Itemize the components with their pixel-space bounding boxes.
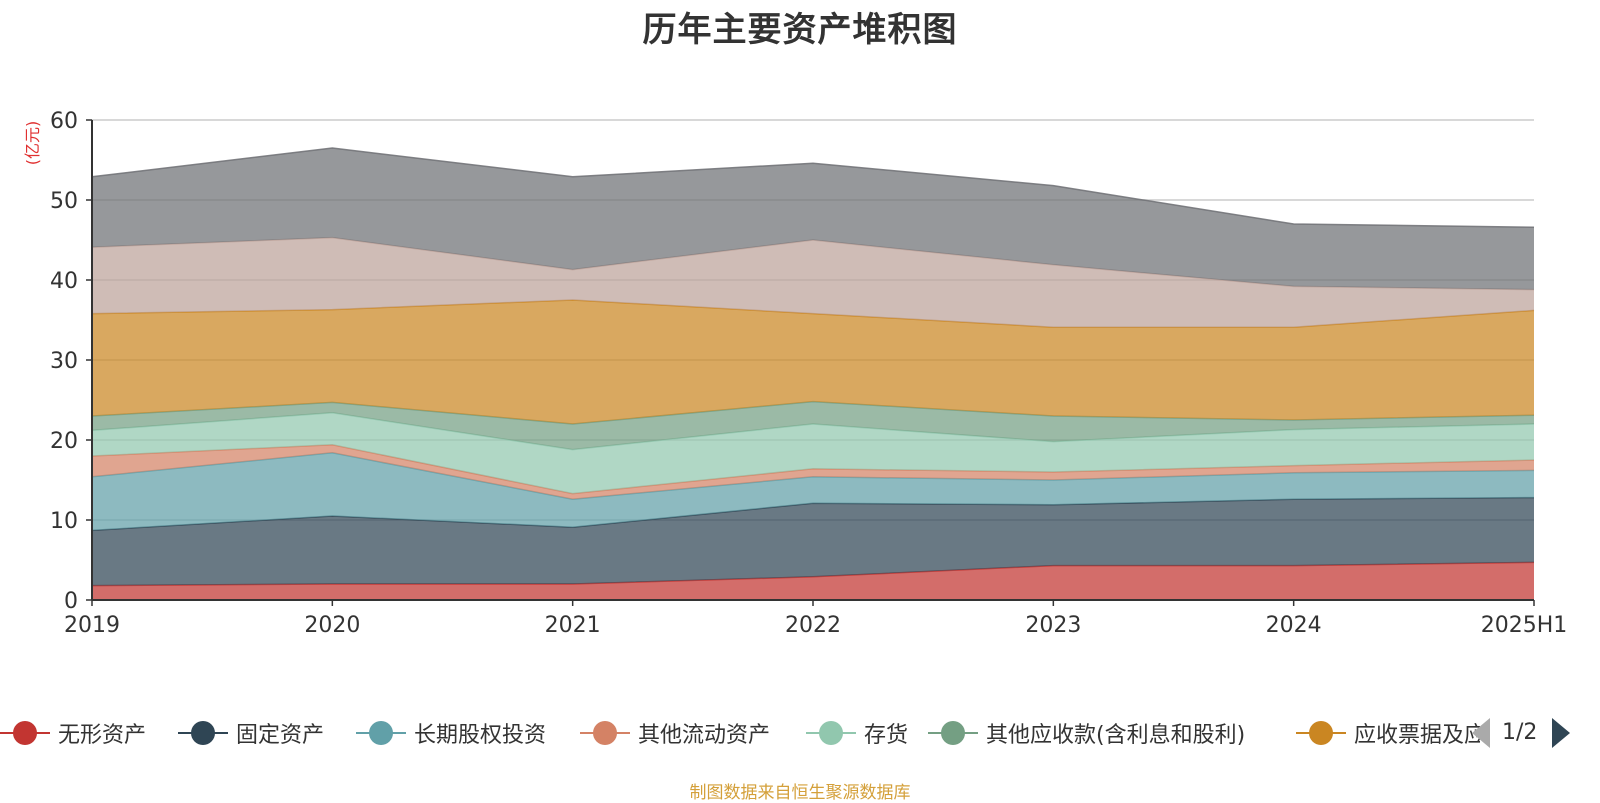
area-series-4 xyxy=(92,444,1534,500)
legend-marker-icon xyxy=(928,715,978,751)
stacked-areas xyxy=(91,147,1535,600)
legend-marker-dot xyxy=(13,721,37,745)
axes: 0 10 20 30 40 50 60 2019 2020 2021 2022 2023 2024 202… xyxy=(50,109,1567,638)
legend-label: 其他应收款(含利息和股利) xyxy=(986,723,1246,748)
legend-marker-dot xyxy=(1309,721,1333,745)
y-tick-label: 30 xyxy=(50,349,78,374)
legend-marker-icon xyxy=(178,715,228,751)
y-tick-label: 60 xyxy=(50,109,78,134)
legend-marker-icon xyxy=(580,715,630,751)
legend-pager: 1/2 xyxy=(1472,715,1600,751)
legend-item[interactable]: 存货 xyxy=(806,715,908,751)
legend-label: 固定资产 xyxy=(236,723,325,748)
y-tick-label: 0 xyxy=(64,589,78,614)
area-series-7 xyxy=(92,300,1534,424)
x-tick-label: 2024 xyxy=(1266,613,1322,638)
area-line-series-9 xyxy=(91,147,1535,228)
legend-marker-icon xyxy=(1296,715,1346,751)
legend-marker-dot xyxy=(369,721,393,745)
legend-label: 应收票据及应收账款 xyxy=(1354,723,1480,748)
x-tick-label: 2021 xyxy=(545,613,601,638)
legend-item[interactable]: 无形资产 xyxy=(0,715,146,751)
legend-label: 无形资产 xyxy=(58,723,147,748)
legend-marker-dot xyxy=(819,721,843,745)
legend-marker-icon xyxy=(806,715,856,751)
legend-item[interactable]: 应收票据及应收账款 xyxy=(1296,715,1480,751)
area-series-1 xyxy=(92,562,1534,600)
y-tick-label: 20 xyxy=(50,429,78,454)
y-tick-label: 40 xyxy=(50,269,78,294)
legend-marker-icon xyxy=(0,715,50,751)
legend-label: 长期股权投资 xyxy=(414,723,547,748)
legend-item[interactable]: 其他应收款(含利息和股利) xyxy=(928,715,1245,751)
x-tick-label: 2023 xyxy=(1025,613,1081,638)
x-tick-label: 2019 xyxy=(64,613,120,638)
area-series-3 xyxy=(92,452,1534,531)
legend-marker-dot xyxy=(191,721,215,745)
x-tick-label: 2022 xyxy=(785,613,841,638)
y-tick-label: 50 xyxy=(50,189,78,214)
chart-canvas: 0 10 20 30 40 50 60 2019 2020 2021 2022 2023 2024 202… xyxy=(23,109,1567,638)
area-series-8 xyxy=(92,237,1534,328)
y-tick-label: 10 xyxy=(50,509,78,534)
legend-item[interactable]: 其他流动资产 xyxy=(580,715,770,751)
chart-title: 历年主要资产堆积图 xyxy=(642,10,958,50)
legend-label: 存货 xyxy=(864,723,909,748)
y-axis-unit-label: (亿元) xyxy=(23,121,42,166)
legend-marker-icon xyxy=(356,715,406,751)
legend: 无形资产 固定资产 长期股权投资 其他流动资产 存货 其他应收款(含利息和股利) 应收票据及… xyxy=(0,715,1480,755)
area-series-2 xyxy=(92,497,1534,586)
legend-marker-dot xyxy=(941,721,965,745)
legend-item[interactable]: 固定资产 xyxy=(178,715,324,751)
legend-next-page-icon[interactable] xyxy=(1552,718,1570,748)
legend-prev-page-icon[interactable] xyxy=(1472,718,1490,748)
area-series-5 xyxy=(92,412,1534,494)
legend-marker-dot xyxy=(593,721,617,745)
x-tick-label: 2020 xyxy=(304,613,360,638)
legend-item[interactable]: 长期股权投资 xyxy=(356,715,546,751)
x-tick-label: 2025H1 xyxy=(1481,613,1568,638)
area-series-9 xyxy=(92,148,1534,290)
legend-label: 其他流动资产 xyxy=(638,723,771,748)
source-note: 制图数据来自恒生聚源数据库 xyxy=(689,783,911,803)
legend-page-indicator: 1/2 xyxy=(1502,720,1538,745)
